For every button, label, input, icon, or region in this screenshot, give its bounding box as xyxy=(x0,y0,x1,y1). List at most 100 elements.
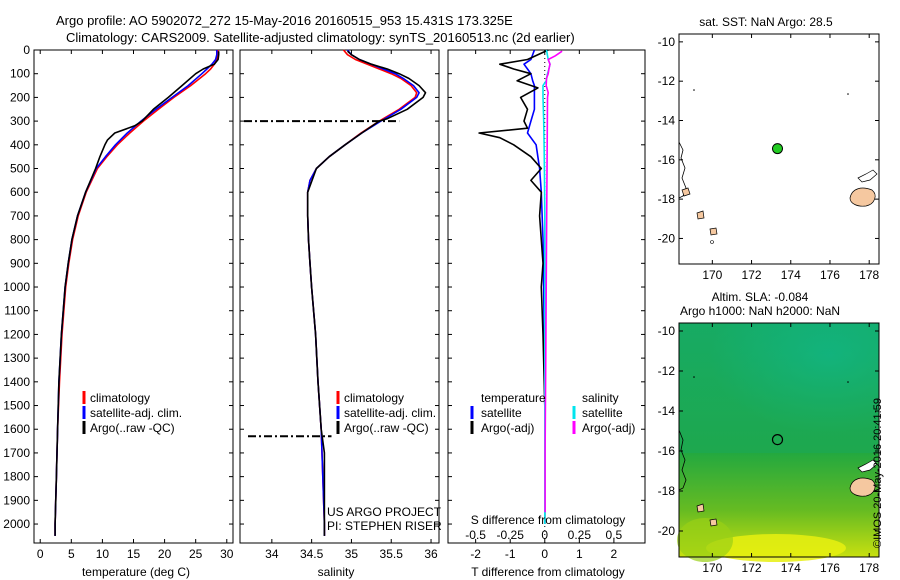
island-dot-a xyxy=(710,240,714,244)
island-dot-b xyxy=(693,89,695,91)
y-tick-label: 200 xyxy=(10,90,30,104)
island-dot-c xyxy=(847,93,849,95)
sla-mid-anomaly xyxy=(677,518,733,562)
x-tick-label: 2 xyxy=(611,547,618,561)
y-tick-label: 1400 xyxy=(3,375,30,389)
y-tick-label: 1100 xyxy=(4,304,30,318)
x-tick-label: 176 xyxy=(820,561,840,575)
argo-float-marker xyxy=(771,434,784,446)
y-tick-label: 800 xyxy=(10,233,30,247)
island-fiji-main xyxy=(849,477,876,497)
x-tick-label-salinity: 0.25 xyxy=(568,528,592,542)
x-tick-label: 174 xyxy=(781,561,801,575)
x-tick-label: 1 xyxy=(576,547,583,561)
x-tick-label: 176 xyxy=(820,268,840,282)
x-tick-label: 34.5 xyxy=(300,547,324,561)
x-tick-label: 34 xyxy=(265,547,279,561)
y-tick-label: 600 xyxy=(10,185,30,199)
series-line-salinity-argo-adj xyxy=(544,50,563,513)
x-tick-label: 0 xyxy=(37,547,44,561)
salinity-panel: 34 34.5 35 35.5 36 salinity climatology sate… xyxy=(239,49,442,579)
y-tick-label: 1900 xyxy=(3,493,30,507)
x-tick-label: 5 xyxy=(68,547,75,561)
x-tick-label: 170 xyxy=(702,561,722,575)
y-tick-label: -14 xyxy=(658,113,676,127)
sla-map-frame xyxy=(678,322,880,558)
legend-label-climatology: climatology xyxy=(344,391,404,405)
side-label-text: ©IMOS 20-May-2016 20:41:59 xyxy=(872,398,884,548)
legend-label-argo: Argo(..raw -QC) xyxy=(90,421,175,435)
island-new-caledonia-b xyxy=(709,518,718,527)
x-tick-label: 20 xyxy=(158,547,172,561)
temperature-axes: 0100200300400500600700800900100011001200… xyxy=(3,43,233,561)
sla-map-coastlines xyxy=(678,376,878,527)
salinity-legend: climatology satellite-adj. clim. Argo(..… xyxy=(336,391,436,435)
series-line-satellite-adj-clim xyxy=(54,50,218,536)
x-tick-label: 178 xyxy=(859,268,879,282)
y-tick-label: 700 xyxy=(10,209,30,223)
legend-label-sal-satellite: satellite xyxy=(582,406,623,420)
salinity-axes: 34 34.5 35 35.5 36 xyxy=(240,49,439,561)
sla-map-panel: Altim. SLA: -0.084 Argo h1000: NaN h2000… xyxy=(658,290,880,575)
x-tick-label: 36 xyxy=(424,547,438,561)
salinity-xlabel: salinity xyxy=(318,565,355,579)
legend-label-temp-satellite: satellite xyxy=(481,406,522,420)
island-new-caledonia-a xyxy=(696,210,705,220)
salinity-plot-frame xyxy=(239,49,440,544)
island-fiji-north xyxy=(857,459,878,473)
y-tick-label: 900 xyxy=(10,256,30,270)
y-tick-label: -18 xyxy=(658,484,676,498)
y-tick-label: 0 xyxy=(23,43,30,57)
x-tick-label: 25 xyxy=(189,547,203,561)
sst-map-title: sat. SST: NaN Argo: 28.5 xyxy=(699,15,833,29)
sla-heatmap-overlay xyxy=(679,323,879,453)
y-tick-label: -10 xyxy=(658,324,676,338)
sst-map-coastlines xyxy=(678,89,878,244)
difference-lines xyxy=(478,49,563,524)
x-tick-label: 10 xyxy=(96,547,110,561)
y-tick-label: 1600 xyxy=(3,422,30,436)
sst-map-axes: 170 172 174 176 178 -10 -12 -14 -16 -18 -20 xyxy=(658,34,880,282)
y-tick-label: -20 xyxy=(658,231,676,245)
x-tick-label: 15 xyxy=(127,547,141,561)
island-fiji-main xyxy=(849,187,876,207)
project-annotation: US ARGO PROJECT xyxy=(327,505,442,519)
y-tick-label: 2000 xyxy=(3,517,30,531)
difference-xlabel: T difference from climatology xyxy=(471,565,625,579)
y-tick-label: 500 xyxy=(10,162,30,176)
y-tick-label: 1300 xyxy=(3,351,30,365)
island-dot-b xyxy=(847,381,849,383)
y-tick-label: 1800 xyxy=(3,470,30,484)
argo-float-marker xyxy=(772,143,783,155)
y-tick-label: 1200 xyxy=(3,327,30,341)
y-tick-label: 1500 xyxy=(3,399,30,413)
temperature-xlabel: temperature (deg C) xyxy=(82,565,190,579)
x-tick-label: 0 xyxy=(541,547,548,561)
sla-map-title-1: Altim. SLA: -0.084 xyxy=(712,290,809,304)
legend-label-sal-argo: Argo(-adj) xyxy=(582,421,635,435)
island-fiji-north xyxy=(857,169,878,183)
y-tick-label: 100 xyxy=(10,67,30,81)
y-tick-label: -16 xyxy=(658,153,676,167)
salinity-lines xyxy=(244,49,427,536)
legend-label-satellite: satellite-adj. clim. xyxy=(344,406,436,420)
series-line-argo-raw-qc xyxy=(54,51,220,536)
x-tick-label: 35 xyxy=(345,547,359,561)
legend-label-satellite: satellite-adj. clim. xyxy=(90,406,182,420)
island-vanuatu-south xyxy=(681,187,691,197)
y-tick-label: -20 xyxy=(658,524,676,538)
y-tick-label: 1000 xyxy=(3,280,30,294)
x-tick-label: 178 xyxy=(859,561,879,575)
x-tick-label: 172 xyxy=(742,561,762,575)
x-tick-label: 30 xyxy=(220,547,234,561)
coastline-vanuatu xyxy=(678,429,687,491)
island-new-caledonia-a xyxy=(696,503,705,513)
legend-header-salinity: salinity xyxy=(582,391,619,405)
y-tick-label: 1700 xyxy=(3,446,30,460)
series-line-temperature-satellite xyxy=(523,49,546,524)
difference-legend: temperature salinity satellite Argo(-adj… xyxy=(470,391,635,435)
x-tick-label: -2 xyxy=(470,547,481,561)
legend-label-climatology: climatology xyxy=(90,391,150,405)
x-tick-label-salinity: 0.5 xyxy=(606,528,623,542)
